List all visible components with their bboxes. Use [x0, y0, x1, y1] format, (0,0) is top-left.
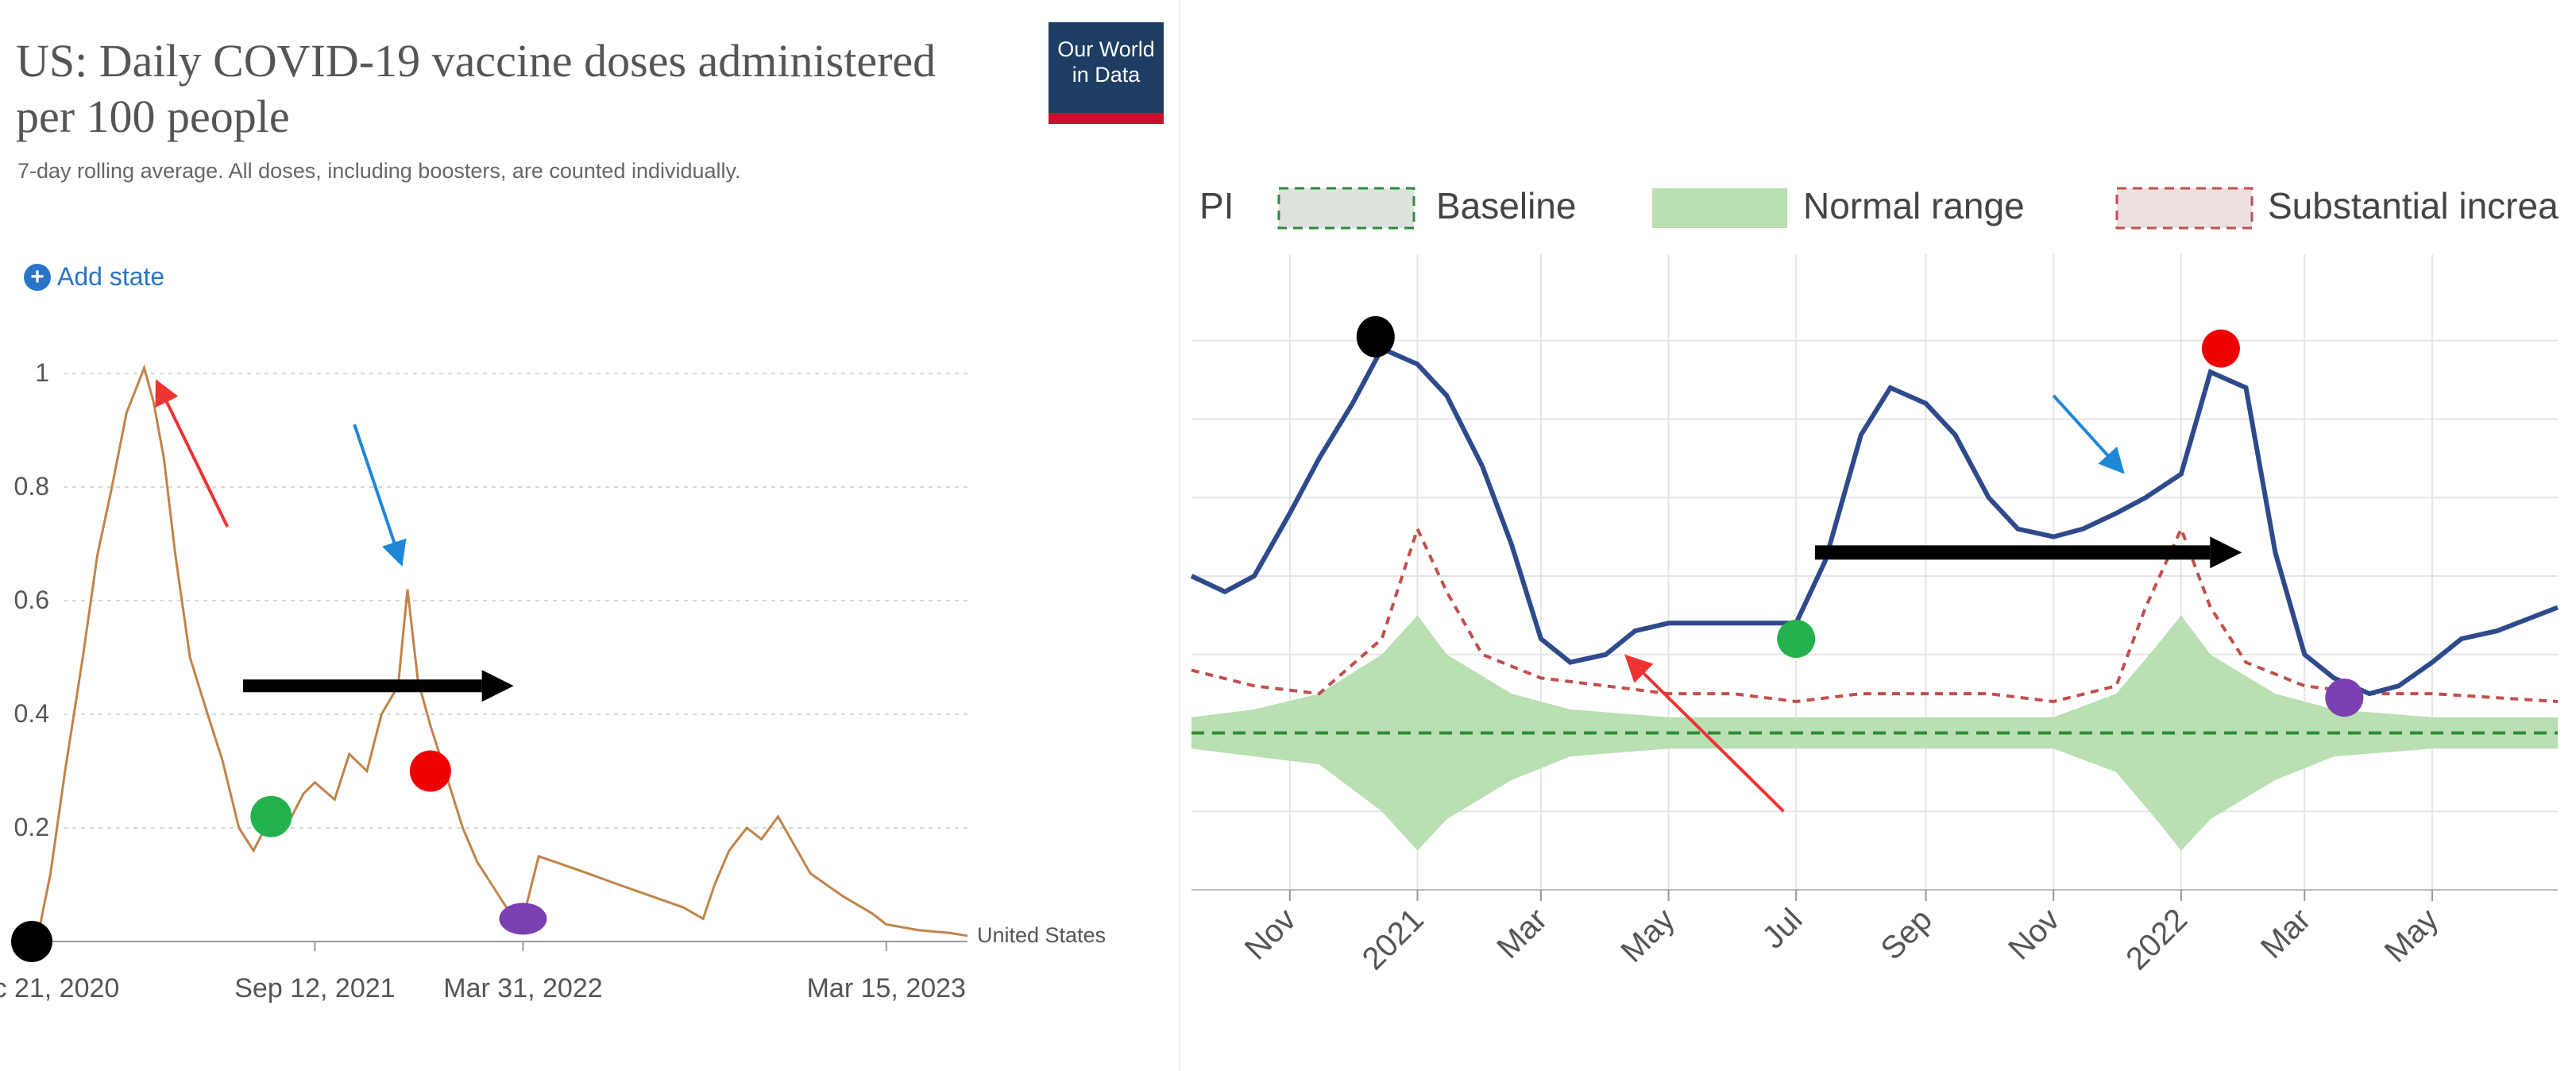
x-tick-label: Nov: [2002, 902, 2066, 966]
arrow-head: [382, 538, 407, 567]
x-tick-label: 2021: [1356, 902, 1431, 976]
arrow-head: [155, 379, 179, 408]
logo-line2: in Data: [1072, 63, 1141, 87]
x-tick-label: Sep 12, 2021: [234, 973, 395, 1003]
arrow-shaft: [353, 423, 396, 543]
x-tick-label: Mar: [1490, 902, 1554, 965]
x-tick-label: Mar 15, 2023: [807, 973, 966, 1003]
panel-divider: [1179, 0, 1180, 1071]
series-label-united-states: United States: [977, 923, 1106, 947]
blue-arrow: [353, 423, 407, 567]
legend-baseline-label: Baseline: [1436, 185, 1576, 226]
purple-dot-marker: [2325, 679, 2364, 717]
substantial-increase-line: [1191, 524, 2559, 704]
united-states-line: [30, 364, 968, 942]
x-tick-label: Nov: [1238, 902, 1303, 966]
add-state-button[interactable]: + Add state: [24, 262, 164, 292]
y-tick-label: 0.8: [14, 472, 49, 501]
green-dot-marker: [1777, 620, 1816, 658]
left-chart-subtitle: 7-day rolling average. All doses, includ…: [17, 159, 741, 183]
y-tick-label: 0.6: [14, 586, 49, 614]
arrow-shaft: [165, 401, 230, 528]
y-tick-label: 1: [35, 358, 49, 387]
arrow-head: [1624, 654, 1654, 683]
x-tick-label: Dec 21, 2020: [0, 973, 119, 1003]
x-tick-label: Sep: [1874, 902, 1938, 966]
red-dot-marker: [2201, 329, 2240, 368]
legend-substantial-swatch: [2115, 187, 2254, 230]
red-dot-marker: [409, 750, 451, 792]
right-chart-panel: PI Baseline Normal range Substantial inc…: [1184, 0, 2576, 1071]
arrow-head: [481, 670, 514, 702]
legend: PI Baseline Normal range Substantial inc…: [1199, 185, 2559, 230]
arrow-head: [2210, 536, 2242, 569]
x-tick-label: 2022: [2119, 902, 2194, 976]
red-arrow: [155, 379, 230, 528]
red-arrow: [1624, 654, 1785, 813]
x-tick-label: Mar: [2254, 902, 2318, 965]
legend-substantial-label: Substantial increa: [2268, 185, 2559, 226]
x-tick-label: May: [2378, 902, 2446, 969]
owid-logo[interactable]: Our World in Data: [1049, 22, 1164, 124]
black-arrow: [1814, 536, 2242, 569]
green-dot-marker: [250, 795, 292, 837]
legend-baseline-swatch: [1277, 187, 1415, 230]
x-tick-label: May: [1614, 902, 1682, 969]
black-dot-marker: [1356, 315, 1395, 358]
arrow-shaft: [2052, 394, 2109, 457]
x-tick-label: Jul: [1755, 902, 1809, 955]
legend-normal-range-label: Normal range: [1803, 185, 2025, 226]
legend-normal-range-swatch: [1652, 188, 1787, 228]
right-line-chart: PI Baseline Normal range Substantial inc…: [1190, 185, 2559, 976]
y-tick-label: 0.4: [14, 699, 49, 728]
left-chart-title: US: Daily COVID-19 vaccine doses adminis…: [16, 35, 937, 142]
left-line-chart: 1 0.8 0.6 0.4 0.2 Dec 21, 2020 Sep 12, 2021 Ma…: [0, 358, 1106, 1003]
x-tick-label: Mar 31, 2022: [443, 973, 602, 1003]
left-chart-panel: US: Daily COVID-19 vaccine doses adminis…: [0, 0, 1176, 1071]
plus-icon: +: [24, 263, 51, 291]
pi-line: [1190, 345, 2559, 697]
add-state-label: Add state: [57, 262, 165, 291]
purple-dot-marker: [499, 903, 547, 935]
y-tick-label: 0.2: [14, 813, 49, 841]
arrow-shaft: [1643, 672, 1785, 813]
logo-line1: Our World: [1057, 37, 1155, 61]
black-dot-marker: [11, 921, 52, 962]
legend-prefix: PI: [1199, 185, 1234, 226]
black-arrow: [243, 670, 514, 702]
blue-arrow: [2052, 394, 2125, 474]
arrow-head: [2098, 447, 2125, 474]
